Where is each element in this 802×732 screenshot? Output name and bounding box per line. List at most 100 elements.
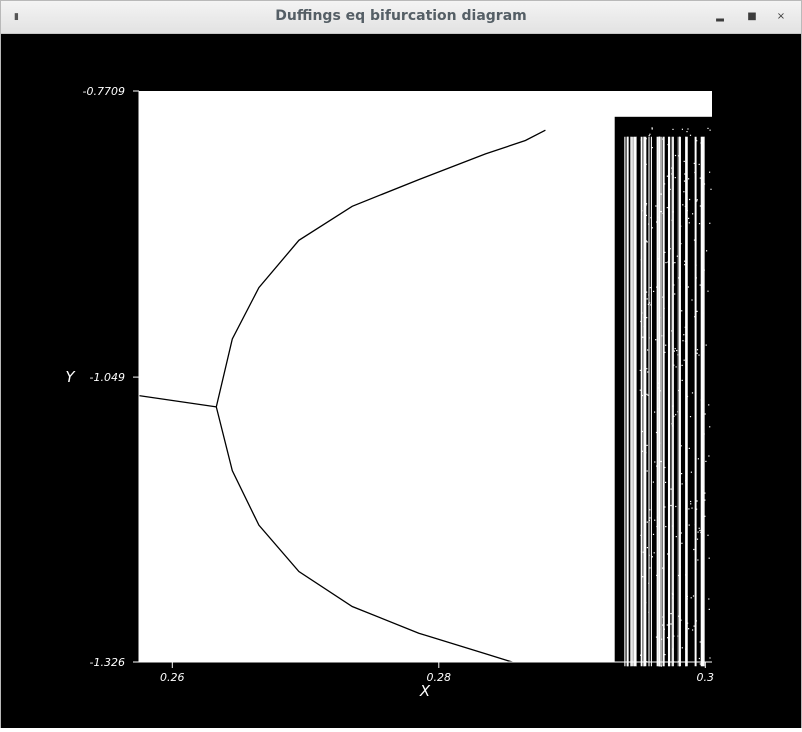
chaotic-point	[656, 516, 658, 518]
chaotic-point	[685, 574, 687, 576]
title-bar[interactable]: ▮ Duffings eq bifurcation diagram ▂ ■ ×	[1, 1, 801, 34]
chaotic-point	[646, 547, 648, 549]
chaotic-point	[684, 260, 686, 262]
chaotic-point	[661, 624, 664, 626]
chaotic-point	[668, 185, 670, 187]
chaotic-point	[690, 500, 692, 503]
chaotic-point	[645, 452, 647, 454]
chaotic-point	[641, 210, 643, 212]
chaotic-point	[671, 525, 674, 527]
chaotic-point	[667, 553, 669, 555]
chaotic-point	[641, 394, 643, 397]
chaotic-point	[686, 210, 688, 212]
chaotic-point	[708, 404, 710, 406]
chaotic-point	[640, 259, 642, 261]
chaotic-point	[696, 500, 698, 502]
chaotic-point	[656, 525, 658, 528]
chaotic-point	[685, 480, 687, 482]
chaotic-point	[664, 183, 666, 185]
chaotic-point	[684, 173, 686, 175]
chaotic-point	[681, 128, 683, 130]
chaotic-point	[672, 597, 674, 599]
chaotic-point	[680, 532, 682, 534]
chaotic-point	[699, 663, 701, 665]
chaotic-point	[684, 205, 686, 207]
window-menu-icon[interactable]: ▮	[14, 12, 19, 22]
chaotic-point	[679, 566, 681, 568]
chaotic-point	[696, 349, 699, 351]
chaotic-point	[708, 455, 710, 457]
chaotic-point	[642, 576, 644, 578]
chaotic-point	[696, 508, 698, 510]
chaotic-point	[687, 286, 689, 288]
chaotic-point	[686, 598, 688, 600]
chaotic-point	[696, 140, 698, 142]
chaotic-point	[644, 526, 646, 528]
chaotic-point	[673, 350, 675, 352]
chaotic-point	[660, 193, 662, 195]
chaotic-point	[684, 264, 686, 266]
chaotic-point	[645, 138, 647, 140]
chaotic-point	[682, 204, 684, 206]
chaotic-point	[660, 665, 662, 667]
chaotic-point	[681, 483, 683, 485]
chaotic-point	[681, 310, 683, 312]
chaotic-point	[685, 509, 687, 511]
chaotic-point	[674, 177, 676, 179]
chaotic-point	[705, 460, 707, 462]
chaotic-point	[643, 316, 645, 318]
maximize-icon[interactable]: ■	[747, 11, 757, 22]
chaotic-point	[661, 638, 663, 640]
chaotic-point	[709, 222, 711, 224]
chaotic-point	[657, 408, 659, 410]
chaotic-point	[663, 141, 665, 143]
chaotic-point	[668, 397, 670, 399]
chaotic-point	[668, 279, 670, 282]
chaotic-point	[640, 534, 642, 536]
chaotic-point	[680, 619, 682, 621]
chaotic-point	[659, 628, 661, 630]
chaotic-point	[674, 348, 676, 350]
chaotic-point	[641, 312, 643, 314]
window-title: Duffings eq bifurcation diagram	[275, 8, 527, 24]
chaotic-point	[700, 531, 702, 534]
chaotic-point	[686, 131, 688, 133]
chaotic-point	[706, 250, 708, 252]
close-icon[interactable]: ×	[776, 11, 786, 22]
chaotic-point	[686, 595, 688, 598]
chaotic-point	[648, 554, 650, 556]
chaotic-point	[644, 213, 646, 216]
chaotic-point	[678, 389, 680, 392]
chaotic-point	[709, 171, 711, 173]
chaotic-point	[668, 247, 670, 249]
chaotic-point	[688, 628, 690, 630]
chaotic-point	[671, 592, 673, 594]
chaotic-point	[699, 205, 701, 207]
chaotic-point	[646, 444, 648, 446]
chaotic-point	[683, 180, 686, 182]
chaotic-point	[645, 203, 648, 205]
chaotic-point	[675, 414, 677, 416]
chaotic-point	[665, 481, 667, 483]
chaotic-point	[639, 369, 641, 371]
chaotic-point	[649, 287, 651, 289]
chaotic-point	[699, 641, 701, 643]
chaotic-point	[684, 340, 687, 342]
chaotic-point	[681, 473, 683, 475]
chaotic-point	[646, 298, 648, 300]
chaotic-point	[649, 567, 651, 569]
chaotic-point	[646, 368, 648, 370]
minimize-icon[interactable]: ▂	[716, 11, 724, 22]
x-tick-label: 0.3	[697, 671, 715, 684]
chaotic-point	[707, 127, 709, 129]
chaotic-point	[660, 460, 662, 463]
chaotic-point	[710, 188, 712, 190]
chaotic-point	[687, 128, 689, 130]
chaotic-point	[675, 505, 677, 508]
chaotic-point	[677, 411, 679, 413]
chaotic-point	[675, 366, 677, 368]
chaotic-point	[694, 171, 696, 174]
chaotic-point	[681, 542, 683, 544]
chaotic-point	[645, 214, 647, 216]
chaotic-point	[697, 531, 699, 533]
